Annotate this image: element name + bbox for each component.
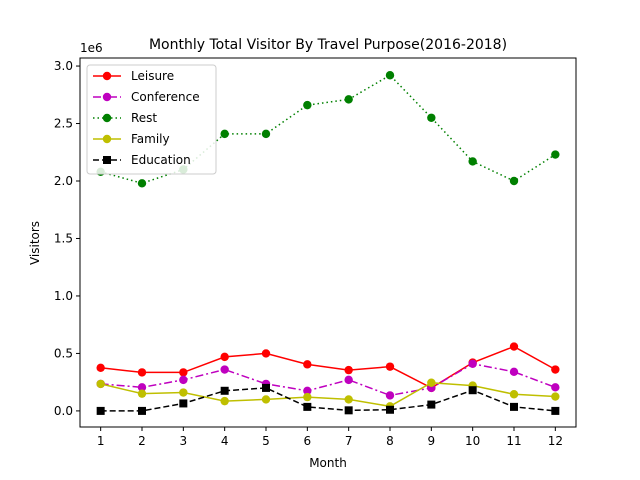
data-point-education bbox=[96, 406, 105, 415]
x-tick-label: 12 bbox=[548, 434, 563, 448]
series-line-family bbox=[100, 381, 556, 408]
plot-area: 1 2 3 4 5 6 7 8 9 10 11 120.00.51.01.52.02.53.0 bbox=[54, 57, 577, 448]
y-tick-label: 0.0 bbox=[54, 404, 73, 418]
data-point-conference bbox=[137, 383, 147, 392]
data-point-family bbox=[96, 379, 105, 389]
chart-title: Monthly Total Visitor By Travel Purpose(… bbox=[149, 37, 507, 53]
x-tick-label: 2 bbox=[138, 434, 146, 448]
x-tick-label: 4 bbox=[221, 434, 229, 448]
x-tick-label: 8 bbox=[386, 434, 394, 448]
data-point-education bbox=[551, 406, 560, 415]
data-point-leisure bbox=[179, 368, 188, 377]
legend-label-education: Education bbox=[131, 153, 191, 167]
data-point-education bbox=[344, 406, 353, 415]
data-point-leisure bbox=[509, 342, 519, 351]
x-tick-label: 7 bbox=[345, 434, 353, 448]
data-point-leisure bbox=[551, 365, 560, 374]
data-point-education bbox=[303, 402, 312, 411]
data-point-education bbox=[468, 386, 477, 395]
legend-frame bbox=[86, 64, 217, 175]
data-point-leisure bbox=[261, 349, 271, 358]
data-point-conference bbox=[468, 359, 477, 368]
data-point-family bbox=[509, 390, 519, 399]
x-tick-label: 6 bbox=[304, 434, 312, 448]
legend-label-conference: Conference bbox=[131, 90, 200, 104]
data-point-conference bbox=[344, 375, 353, 385]
y-tick-label: 1.5 bbox=[54, 231, 73, 245]
data-point-education bbox=[427, 400, 436, 409]
series-line-education bbox=[100, 387, 556, 412]
data-point-education bbox=[386, 405, 394, 414]
legend-label-rest: Rest bbox=[131, 111, 157, 125]
data-point-conference bbox=[220, 365, 229, 374]
data-point-rest bbox=[303, 100, 312, 110]
data-point-family bbox=[303, 392, 312, 402]
data-point-education bbox=[179, 399, 188, 408]
x-axis-label: Month bbox=[309, 456, 347, 470]
series-line-conference bbox=[100, 362, 556, 397]
x-tick-label: 11 bbox=[506, 434, 521, 448]
data-point-family bbox=[220, 396, 229, 406]
data-point-family bbox=[344, 395, 353, 404]
data-point-conference bbox=[179, 375, 188, 385]
data-point-leisure bbox=[344, 365, 353, 375]
data-point-leisure bbox=[96, 363, 105, 372]
data-point-conference bbox=[551, 383, 560, 392]
data-point-conference bbox=[385, 391, 395, 400]
legend-marker-conference bbox=[102, 92, 112, 102]
data-point-rest bbox=[385, 71, 395, 80]
data-point-education bbox=[262, 383, 270, 392]
x-tick-label: 3 bbox=[180, 434, 188, 448]
data-point-rest bbox=[551, 150, 560, 159]
data-point-family bbox=[427, 378, 436, 387]
legend-label-leisure: Leisure bbox=[131, 69, 174, 83]
legend-marker-family bbox=[102, 134, 112, 144]
data-point-conference bbox=[509, 367, 519, 377]
data-point-family bbox=[179, 388, 188, 397]
data-point-rest bbox=[220, 129, 229, 139]
data-point-leisure bbox=[303, 360, 312, 369]
data-point-rest bbox=[468, 157, 477, 166]
x-tick-label: 5 bbox=[262, 434, 270, 448]
data-point-rest bbox=[344, 95, 353, 104]
x-tick-label: 1 bbox=[97, 434, 105, 448]
data-point-rest bbox=[427, 113, 436, 122]
y-tick-label: 2.5 bbox=[54, 117, 73, 131]
y-tick-label: 2.0 bbox=[54, 174, 73, 188]
legend-marker-education bbox=[103, 156, 111, 164]
legend: Leisure Conference Rest Family Education bbox=[86, 64, 217, 175]
legend-marker-leisure bbox=[102, 71, 112, 81]
y-offset-label: 1e6 bbox=[80, 41, 103, 55]
y-tick-label: 3.0 bbox=[54, 59, 73, 73]
legend-label-family: Family bbox=[131, 132, 170, 146]
data-point-leisure bbox=[220, 352, 229, 362]
data-point-family bbox=[261, 395, 271, 404]
y-tick-label: 1.0 bbox=[54, 289, 73, 303]
data-point-education bbox=[138, 406, 146, 415]
x-tick-label: 10 bbox=[465, 434, 480, 448]
data-point-education bbox=[510, 402, 518, 411]
y-tick-label: 0.5 bbox=[54, 346, 73, 360]
data-point-leisure bbox=[137, 368, 147, 377]
legend-marker-rest bbox=[102, 113, 112, 123]
data-point-family bbox=[137, 389, 147, 398]
data-point-rest bbox=[509, 176, 519, 186]
data-point-education bbox=[220, 386, 229, 395]
data-point-conference bbox=[303, 386, 312, 395]
x-tick-label: 9 bbox=[428, 434, 436, 448]
axes-frame bbox=[79, 57, 577, 428]
data-point-rest bbox=[261, 129, 271, 139]
data-point-rest bbox=[137, 179, 147, 188]
data-point-family bbox=[551, 392, 560, 401]
y-axis-label: Visitors bbox=[28, 221, 42, 265]
series-line-leisure bbox=[100, 345, 556, 389]
data-point-leisure bbox=[385, 362, 395, 371]
